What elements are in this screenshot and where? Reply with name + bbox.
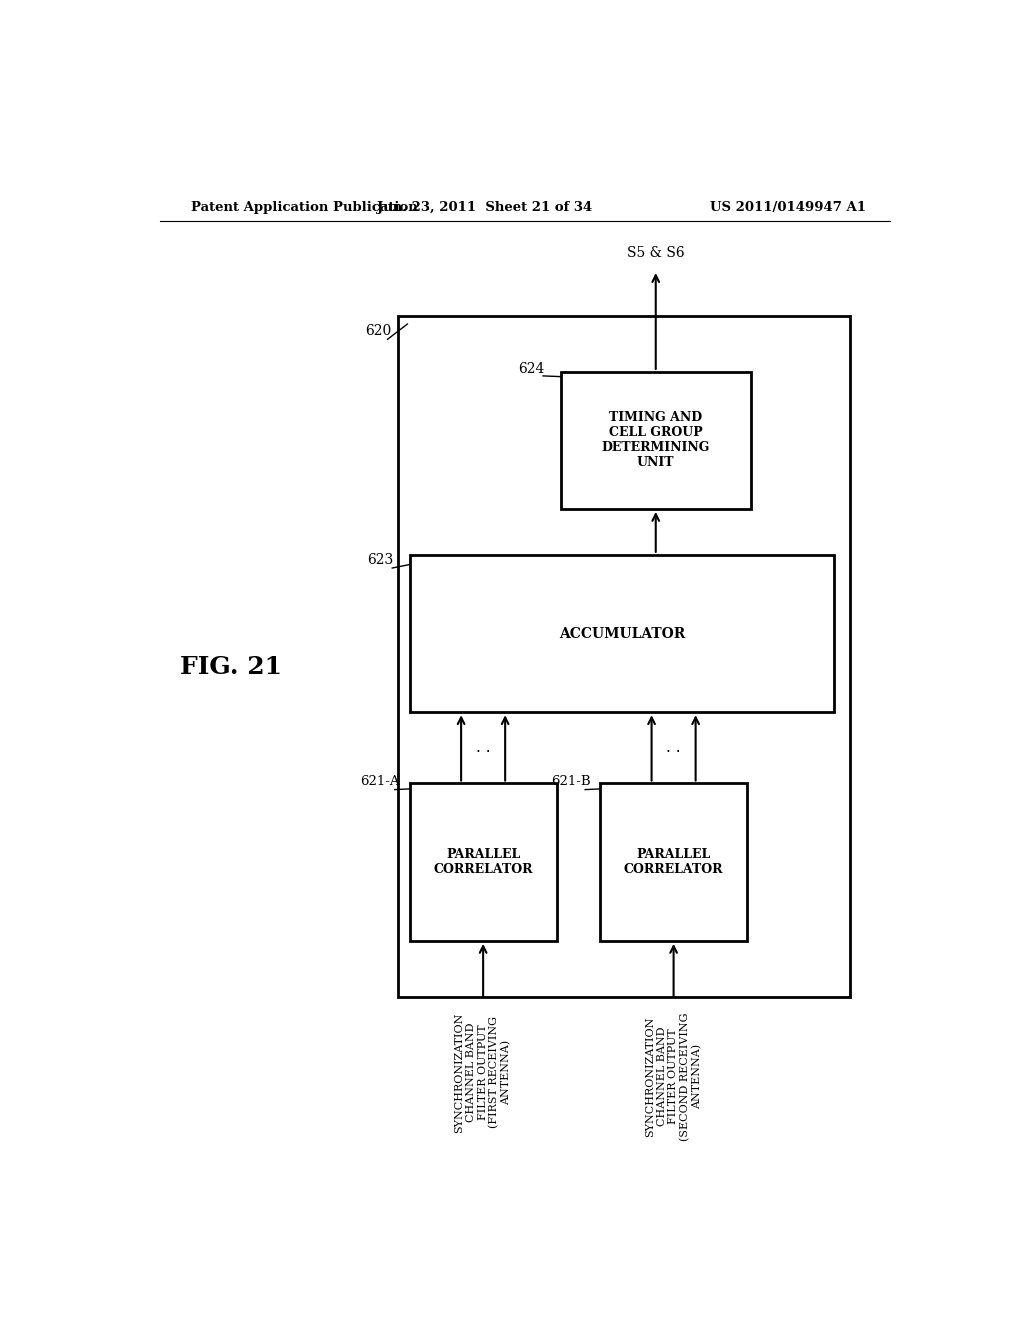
Bar — [410, 554, 835, 713]
Text: US 2011/0149947 A1: US 2011/0149947 A1 — [710, 201, 866, 214]
Text: 621-B: 621-B — [551, 775, 591, 788]
Text: TIMING AND
CELL GROUP
DETERMINING
UNIT: TIMING AND CELL GROUP DETERMINING UNIT — [601, 412, 710, 470]
Text: PARALLEL
CORRELATOR: PARALLEL CORRELATOR — [433, 849, 532, 876]
Text: . .: . . — [476, 741, 490, 755]
Text: SYNCHRONIZATION
CHANNEL BAND
FILTER OUTPUT
(FIRST RECEIVING
ANTENNA): SYNCHRONIZATION CHANNEL BAND FILTER OUTP… — [455, 1012, 512, 1133]
Text: PARALLEL
CORRELATOR: PARALLEL CORRELATOR — [624, 849, 723, 876]
Bar — [600, 784, 748, 941]
Text: FIG. 21: FIG. 21 — [180, 655, 283, 678]
Text: SYNCHRONIZATION
CHANNEL BAND
FILTER OUTPUT
(SECOND RECEIVING
ANTENNA): SYNCHRONIZATION CHANNEL BAND FILTER OUTP… — [645, 1012, 702, 1140]
Text: 623: 623 — [368, 553, 393, 566]
Text: Patent Application Publication: Patent Application Publication — [191, 201, 418, 214]
Bar — [410, 784, 557, 941]
Text: . .: . . — [667, 741, 681, 755]
Text: 621-A: 621-A — [360, 775, 400, 788]
Text: 620: 620 — [365, 325, 391, 338]
Text: S5 & S6: S5 & S6 — [627, 246, 685, 260]
Bar — [560, 372, 751, 510]
Text: 624: 624 — [518, 362, 545, 376]
Text: ACCUMULATOR: ACCUMULATOR — [559, 627, 685, 640]
Text: Jun. 23, 2011  Sheet 21 of 34: Jun. 23, 2011 Sheet 21 of 34 — [378, 201, 593, 214]
Bar — [397, 315, 850, 997]
